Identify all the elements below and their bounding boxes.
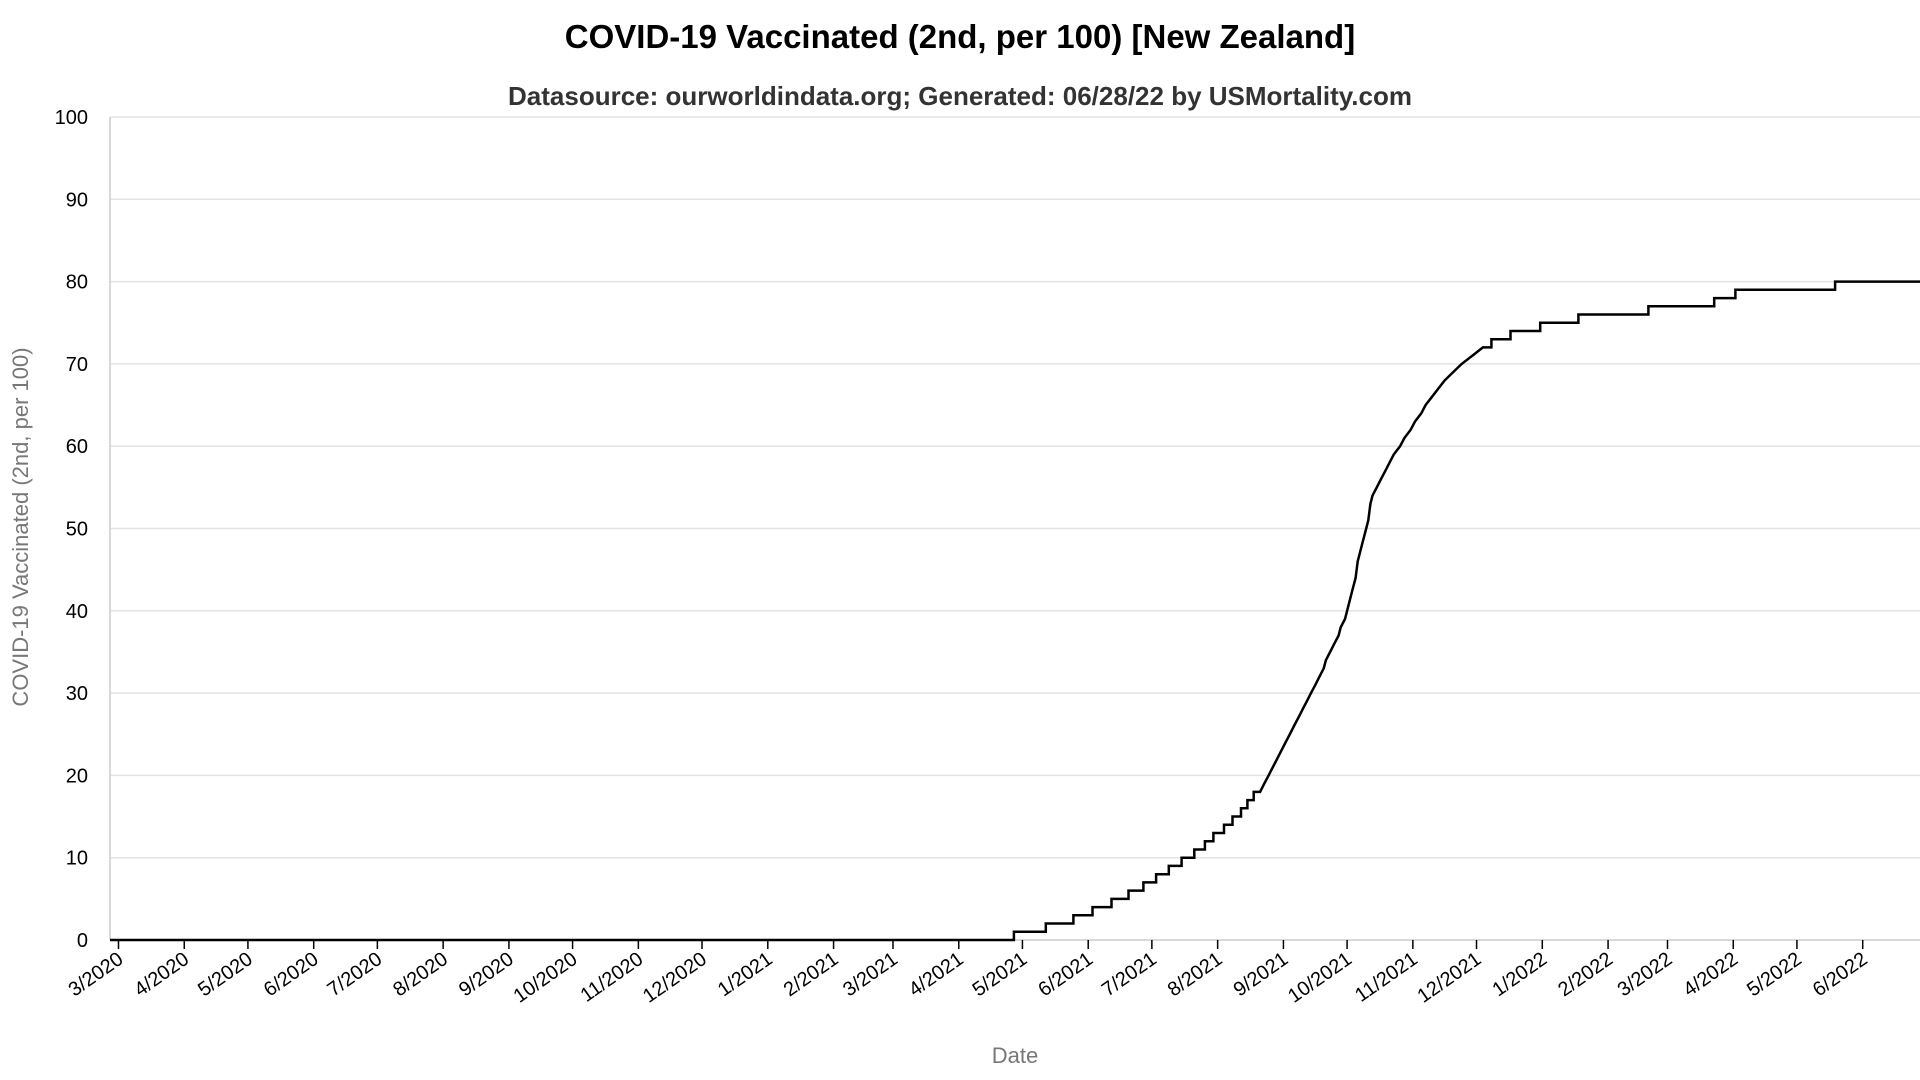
x-tick-label-22: 1/2022	[1488, 948, 1551, 1001]
x-tick-label-1: 4/2020	[130, 948, 193, 1001]
x-tick-label-13: 4/2021	[905, 948, 968, 1001]
y-tick-label-70: 70	[66, 354, 88, 376]
x-tick-label-24: 3/2022	[1614, 948, 1677, 1001]
y-tick-label-10: 10	[66, 848, 88, 870]
y-tick-label-80: 80	[66, 272, 88, 294]
chart-title: COVID-19 Vaccinated (2nd, per 100) [New …	[565, 18, 1355, 55]
y-tick-label-30: 30	[66, 683, 88, 705]
x-tick-label-23: 2/2022	[1554, 948, 1617, 1001]
x-tick-label-18: 9/2021	[1230, 948, 1293, 1001]
x-tick-label-2: 5/2020	[194, 948, 257, 1001]
x-tick-label-17: 8/2021	[1164, 948, 1227, 1001]
x-tick-label-15: 6/2021	[1034, 948, 1097, 1001]
y-tick-label-50: 50	[66, 519, 88, 541]
x-tick-label-0: 3/2020	[65, 948, 128, 1001]
x-axis-ticks: 3/2020 4/2020 5/2020 6/2020 7/2020 8/2020 9/20…	[65, 940, 1872, 1008]
x-tick-label-27: 6/2022	[1809, 948, 1872, 1001]
y-tick-label-20: 20	[66, 765, 88, 787]
x-tick-label-5: 8/2020	[389, 948, 452, 1001]
chart-subtitle: Datasource: ourworldindata.org; Generate…	[508, 81, 1412, 111]
y-tick-label-0: 0	[77, 930, 88, 952]
x-tick-label-11: 2/2021	[780, 948, 843, 1001]
x-tick-label-3: 6/2020	[260, 948, 323, 1001]
y-tick-label-90: 90	[66, 189, 88, 211]
x-axis-label: Date	[992, 1043, 1038, 1068]
x-tick-label-6: 9/2020	[455, 948, 518, 1001]
x-tick-label-9: 12/2020	[639, 948, 711, 1007]
x-tick-label-12: 3/2021	[839, 948, 902, 1001]
x-tick-label-20: 11/2021	[1351, 948, 1422, 1007]
x-tick-label-10: 1/2021	[714, 948, 777, 1001]
series-layer	[110, 280, 1920, 942]
x-tick-label-14: 5/2021	[969, 948, 1032, 1001]
y-tick-label-60: 60	[66, 436, 88, 458]
grid-lines	[110, 116, 1920, 859]
x-tick-label-21: 12/2021	[1414, 948, 1486, 1007]
y-tick-label-40: 40	[66, 601, 88, 623]
x-tick-label-7: 10/2020	[510, 948, 582, 1007]
y-axis-ticks: 0 10 20 30 40 50 60 70 80 90 100	[55, 107, 88, 952]
x-tick-label-16: 7/2021	[1098, 948, 1161, 1001]
series-line-0	[110, 280, 1920, 942]
x-tick-label-25: 4/2022	[1679, 948, 1742, 1001]
x-tick-label-19: 10/2021	[1284, 948, 1356, 1007]
y-axis-label: COVID-19 Vaccinated (2nd, per 100)	[8, 347, 33, 706]
y-tick-label-100: 100	[55, 107, 88, 129]
x-tick-label-26: 5/2022	[1743, 948, 1806, 1001]
x-tick-label-4: 7/2020	[324, 948, 387, 1001]
x-tick-label-8: 11/2020	[577, 948, 648, 1007]
